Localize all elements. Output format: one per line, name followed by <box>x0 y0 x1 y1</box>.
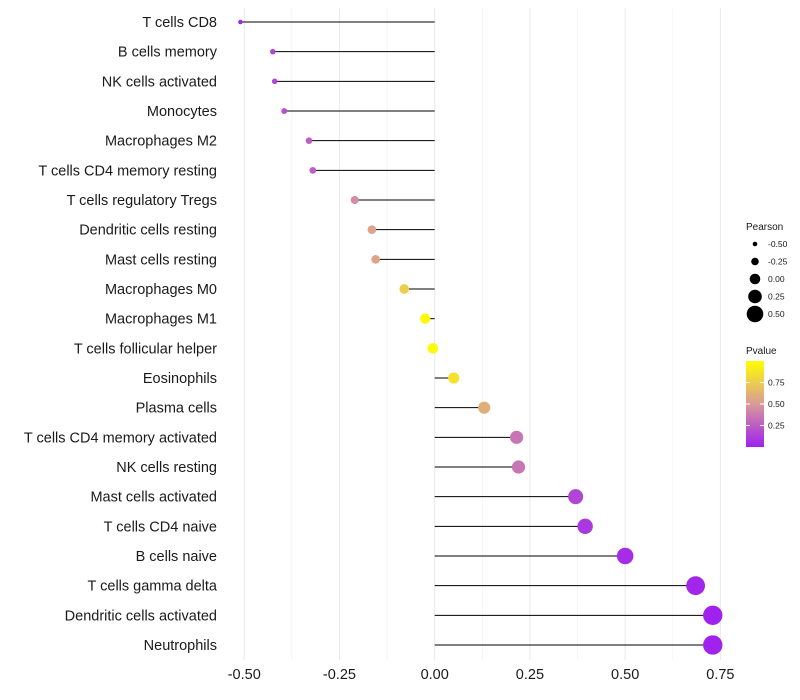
color-legend-label: 0.75 <box>768 378 785 388</box>
y-tick-label: Dendritic cells activated <box>65 608 217 624</box>
y-tick-label: NK cells activated <box>102 74 217 90</box>
size-legend-key <box>746 305 764 323</box>
y-tick-label: Neutrophils <box>144 638 217 654</box>
lollipop-point <box>703 635 723 655</box>
x-tick-label: 0.50 <box>611 667 639 683</box>
x-tick-label: 0.75 <box>706 667 734 683</box>
size-legend-label: -0.50 <box>768 239 788 249</box>
y-tick-label: Macrophages M0 <box>105 282 217 298</box>
y-tick-label: Mast cells resting <box>105 252 217 268</box>
lollipop-point <box>305 137 313 144</box>
lollipop-point <box>616 547 634 565</box>
y-tick-label: B cells memory <box>118 45 218 61</box>
y-tick-label: Dendritic cells resting <box>79 223 217 239</box>
lollipop-point <box>371 254 381 264</box>
size-legend: -0.50 -0.25 0.00 0.25 0.50 <box>746 239 788 323</box>
y-tick-label: T cells CD4 memory activated <box>24 430 217 446</box>
y-tick-label: T cells CD8 <box>142 15 217 31</box>
lollipop-point <box>510 430 524 444</box>
lollipop-point <box>703 605 723 626</box>
lollipop-point <box>238 19 243 25</box>
y-tick-label: T cells follicular helper <box>74 341 217 357</box>
lollipop-point <box>577 518 593 535</box>
lollipop-point <box>367 225 377 234</box>
lollipop-point <box>309 166 317 174</box>
y-axis-labels: T cells CD8 B cells memory NK cells activa… <box>24 15 218 654</box>
size-legend-key <box>752 241 758 247</box>
y-tick-label: NK cells resting <box>116 460 217 476</box>
lollipop-point <box>448 372 460 384</box>
x-axis-labels: -0.50 -0.25 0.00 0.25 0.50 0.75 <box>228 667 735 683</box>
x-tick-label: 0.00 <box>421 667 449 683</box>
lollipop-point <box>568 489 584 505</box>
lollipop-point <box>511 460 526 474</box>
segments <box>240 21 713 646</box>
y-tick-label: Macrophages M1 <box>105 312 217 328</box>
x-tick-label: 0.25 <box>516 667 544 683</box>
lollipop-point <box>271 78 278 85</box>
color-legend-bar <box>746 361 764 447</box>
grid <box>243 8 721 660</box>
y-tick-label: Mast cells activated <box>90 490 217 506</box>
size-legend-label: 0.25 <box>768 292 785 302</box>
lollipop-point <box>420 313 431 324</box>
size-legend-key <box>749 273 761 285</box>
lollipop-point <box>478 401 491 414</box>
size-legend-key <box>748 289 762 304</box>
color-legend-label: 0.25 <box>768 421 785 431</box>
color-legend-label: 0.50 <box>768 399 785 409</box>
lollipop-point <box>399 284 410 294</box>
y-tick-label: Plasma cells <box>136 401 217 417</box>
y-tick-label: Monocytes <box>147 104 217 120</box>
size-legend-label: 0.50 <box>768 309 785 319</box>
points <box>238 19 723 655</box>
color-legend: 0.75 0.50 0.25 <box>746 378 785 431</box>
size-legend-label: -0.25 <box>768 257 788 267</box>
y-tick-label: T cells gamma delta <box>88 579 218 595</box>
lollipop-point <box>281 108 288 114</box>
legend: Pearson -0.50 -0.25 0.00 0.25 0.50 Pvalue 0.… <box>746 222 788 447</box>
x-tick-label: -0.25 <box>323 667 356 683</box>
y-tick-label: B cells naive <box>136 549 217 565</box>
y-tick-label: T cells regulatory Tregs <box>67 193 217 209</box>
y-tick-label: Macrophages M2 <box>105 134 217 150</box>
color-legend-title: Pvalue <box>746 346 777 357</box>
x-tick-label: -0.50 <box>228 667 261 683</box>
lollipop-point <box>686 576 706 596</box>
y-tick-label: T cells CD4 naive <box>104 519 217 535</box>
lollipop-point <box>350 195 359 205</box>
size-legend-title: Pearson <box>746 222 783 233</box>
y-tick-label: Eosinophils <box>143 371 217 387</box>
y-tick-label: T cells CD4 memory resting <box>38 163 217 179</box>
size-legend-label: 0.00 <box>768 274 785 284</box>
lollipop-point <box>270 48 276 55</box>
lollipop-point <box>427 343 439 354</box>
size-legend-key <box>751 257 759 266</box>
